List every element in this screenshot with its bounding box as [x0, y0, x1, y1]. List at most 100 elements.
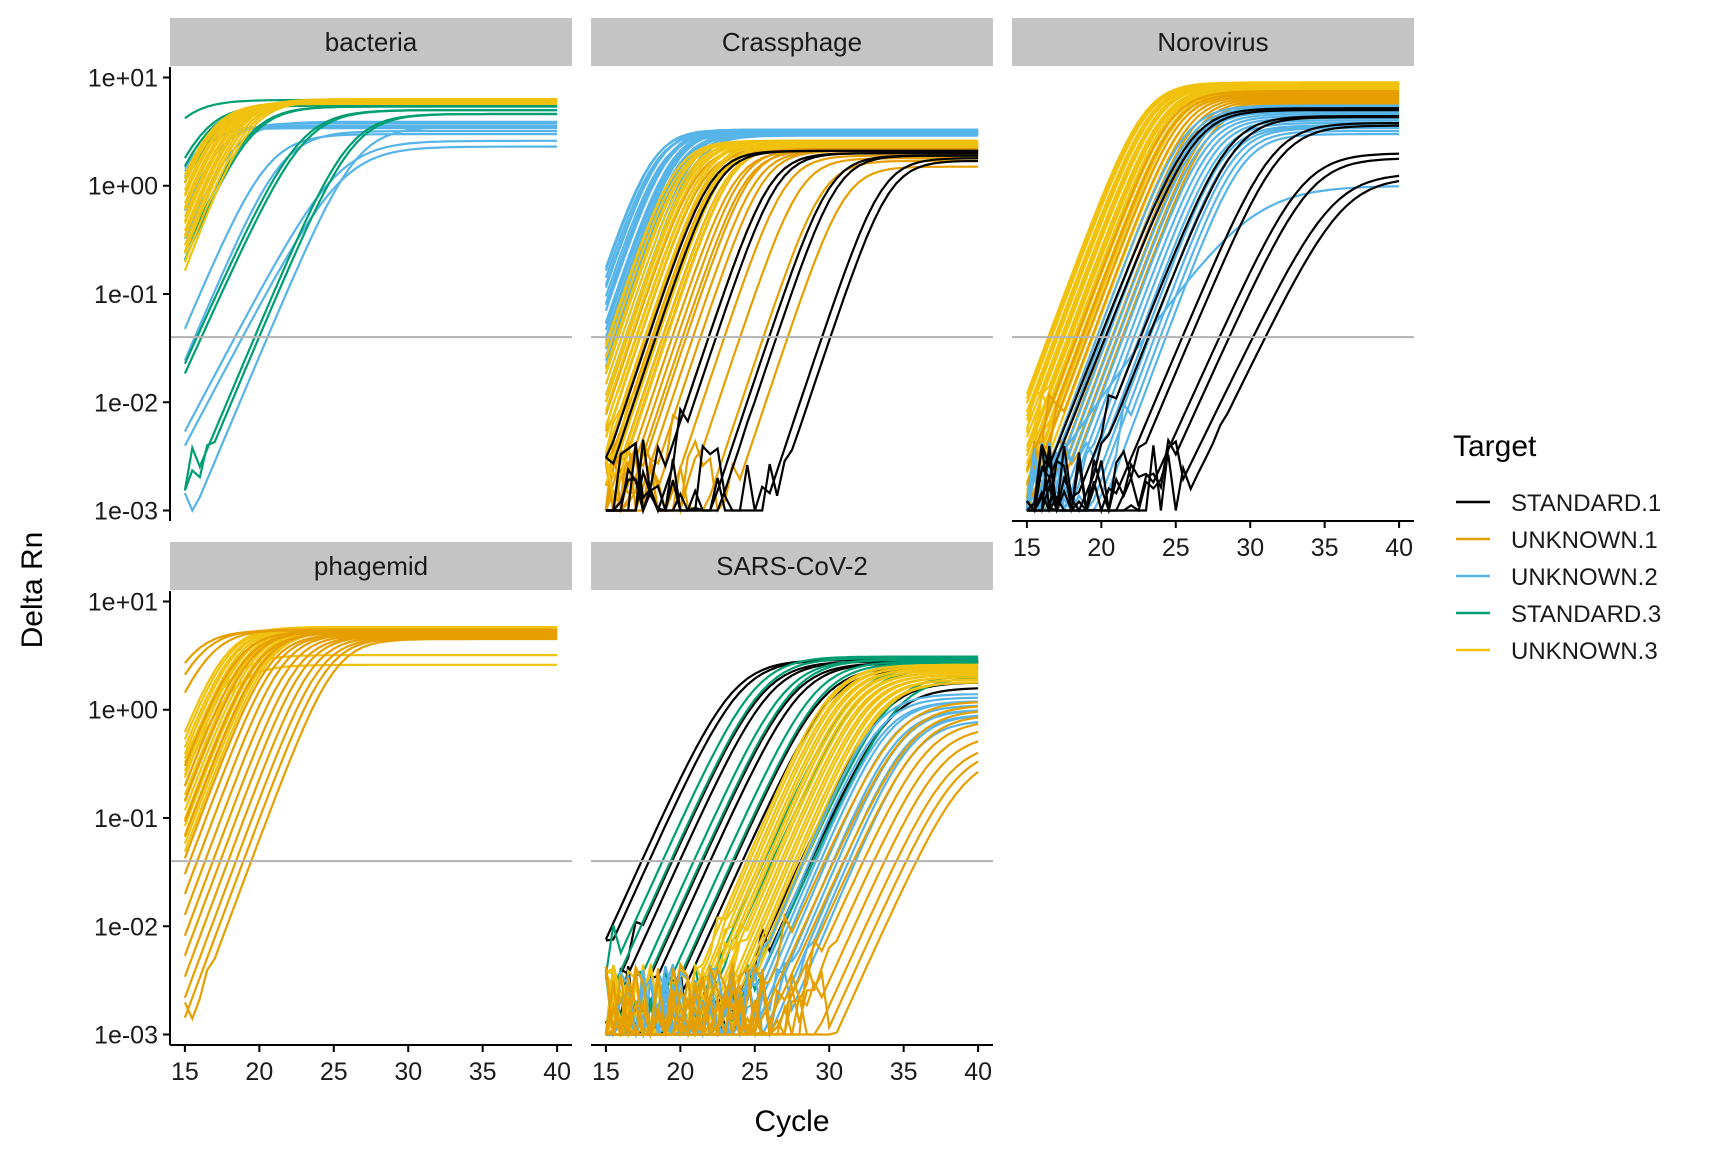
x-axis-title: Cycle [754, 1105, 829, 1138]
series-line [605, 152, 979, 514]
series-line [604, 658, 979, 1035]
y-axis-title: Delta Rn [16, 532, 49, 649]
series-line [1025, 81, 1400, 400]
x-tick-label: 30 [394, 1058, 422, 1086]
y-tick-label: 1e-03 [94, 1022, 158, 1050]
series-line [604, 128, 979, 306]
series-line [1025, 185, 1400, 504]
x-tick-label: 30 [1236, 534, 1264, 562]
facet-strip [170, 18, 572, 66]
series-line [1025, 86, 1400, 464]
series-line [1026, 179, 1400, 513]
series-line [604, 655, 979, 976]
facet-strip [170, 542, 572, 590]
facet-panel: bacteria 1e-03 1e-02 1e-01 1e+00 1e+01 [88, 18, 572, 526]
series-line [183, 628, 558, 694]
series-line [604, 130, 979, 342]
legend-title: Target [1453, 430, 1537, 463]
series-line [1025, 93, 1400, 499]
y-tick-label: 1e+00 [88, 697, 158, 725]
facet-title: SARS-CoV-2 [716, 551, 868, 581]
x-tick-label: 40 [1385, 534, 1413, 562]
facet-panel: Crassphage [591, 18, 993, 515]
x-tick-label: 35 [469, 1058, 497, 1086]
series-line [604, 145, 979, 479]
curves [1025, 81, 1400, 515]
x-tick-label: 20 [1087, 534, 1115, 562]
series-line [604, 740, 979, 1037]
series-line [605, 154, 979, 512]
series-line [1025, 121, 1400, 511]
legend-label: UNKNOWN.1 [1511, 527, 1658, 554]
series-line [1026, 157, 1400, 512]
series-line [183, 121, 558, 212]
x-tick-label: 35 [1311, 534, 1339, 562]
series-line [1025, 119, 1400, 512]
series-line [604, 656, 979, 990]
series-line [183, 108, 558, 374]
y-tick-label: 1e+01 [88, 588, 158, 616]
facet-panel: phagemid 1e-03 1e-02 1e-01 1e+00 1e+01 15 20 25 3… [88, 542, 572, 1086]
legend-entries: STANDARD.1 UNKNOWN.1 UNKNOWN.2 STANDARD.3 UN… [1456, 490, 1661, 665]
facet-panel: SARS-CoV-2 15 20 25 30 35 40 [591, 542, 993, 1086]
x-tick-label: 30 [815, 1058, 843, 1086]
facet-strip [591, 18, 993, 66]
series-line [1026, 124, 1400, 515]
legend-entry: STANDARD.1 [1456, 490, 1661, 517]
legend-label: STANDARD.3 [1511, 601, 1661, 628]
series-line [183, 133, 558, 330]
series-line [183, 125, 558, 513]
legend-label: UNKNOWN.2 [1511, 564, 1658, 591]
x-tick-label: 40 [543, 1058, 571, 1086]
y-tick-label: 1e-03 [94, 498, 158, 526]
series-line [183, 139, 558, 433]
series-line [183, 112, 558, 491]
series-line [605, 159, 979, 512]
series-line [604, 141, 979, 456]
series-line [1025, 91, 1400, 485]
series-line [1025, 86, 1400, 452]
y-tick-label: 1e+00 [88, 173, 158, 201]
legend-entry: UNKNOWN.1 [1456, 527, 1658, 554]
facet-title: Crassphage [722, 27, 862, 57]
x-tick-label: 15 [1013, 534, 1041, 562]
series-line [183, 631, 558, 838]
series-line [183, 633, 558, 916]
legend-entry: STANDARD.3 [1456, 601, 1661, 628]
x-tick-label: 20 [245, 1058, 273, 1086]
y-tick-label: 1e-01 [94, 281, 158, 309]
series-line [183, 124, 558, 178]
x-tick-label: 25 [1162, 534, 1190, 562]
series-line [605, 700, 979, 1039]
series-line [1026, 104, 1400, 512]
series-line [605, 149, 979, 466]
legend-entry: UNKNOWN.3 [1456, 638, 1658, 665]
legend: Target STANDARD.1UNKNOWN.1UNKNOWN.2STAND… [1453, 430, 1661, 665]
curves [604, 655, 979, 1039]
series-line [1026, 108, 1400, 513]
curves [183, 98, 558, 513]
legend-label: STANDARD.1 [1511, 490, 1661, 517]
facet-title: bacteria [325, 27, 418, 57]
series-line [1025, 94, 1400, 507]
series-line [604, 133, 979, 403]
x-tick-label: 35 [890, 1058, 918, 1086]
y-tick-label: 1e+01 [88, 64, 158, 92]
series-line [1025, 83, 1400, 434]
series-line [183, 100, 558, 222]
facet-title: Norovirus [1157, 27, 1268, 57]
series-line [1025, 89, 1400, 472]
x-tick-label: 20 [666, 1058, 694, 1086]
series-line [183, 145, 558, 447]
series-line [183, 653, 558, 759]
curves [604, 128, 979, 515]
series-line [604, 139, 979, 374]
series-line [605, 700, 979, 1037]
series-line [183, 100, 558, 252]
y-tick-label: 1e-01 [94, 805, 158, 833]
y-tick-label: 1e-02 [94, 389, 158, 417]
x-tick-label: 15 [592, 1058, 620, 1086]
chart-panels: bacteria 1e-03 1e-02 1e-01 1e+00 1e+01 Crassph… [88, 18, 1414, 1086]
curves [183, 625, 558, 1022]
